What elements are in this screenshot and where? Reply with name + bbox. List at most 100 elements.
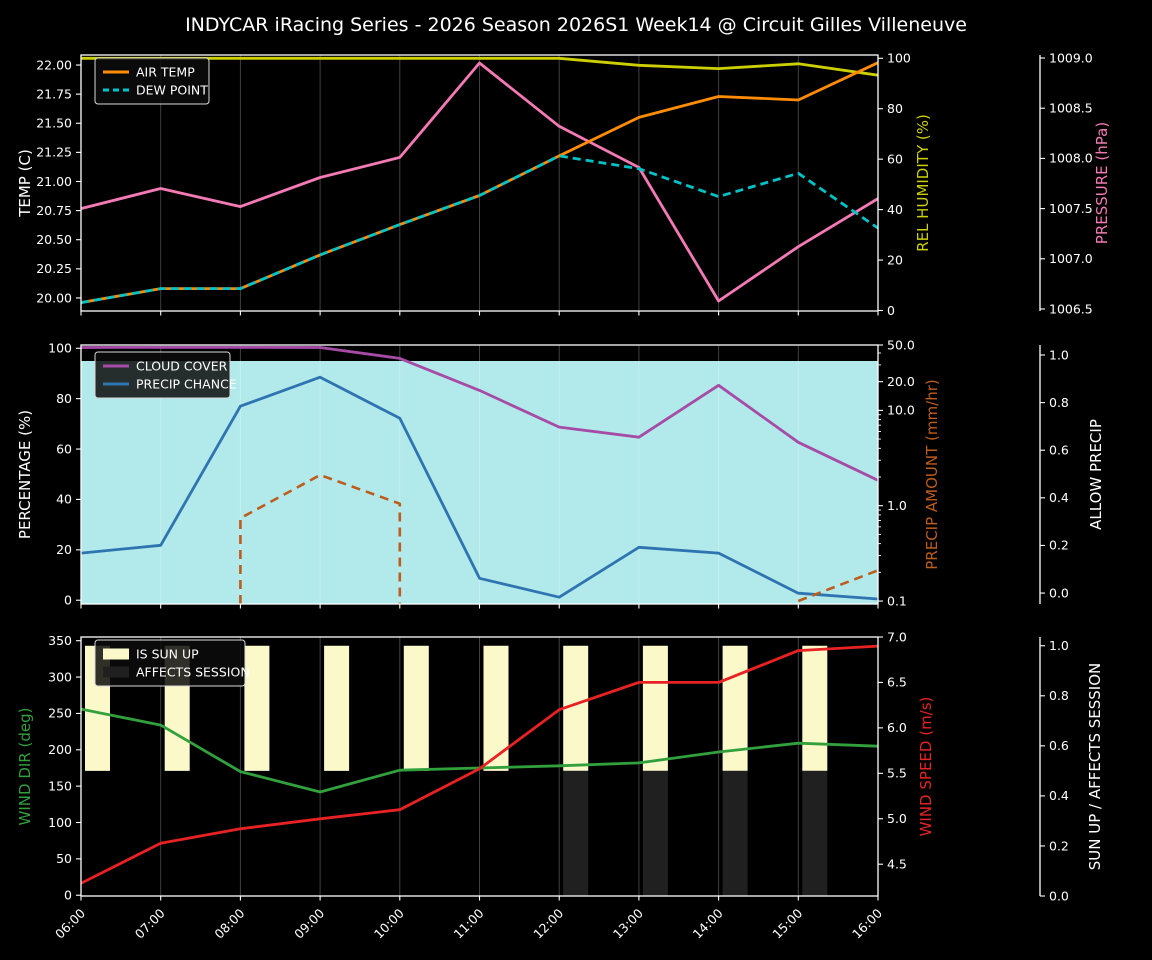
y-tick-label: 20 [887,252,903,267]
y-tick-label: 20.50 [36,232,72,247]
x-tick-label: 10:00 [371,905,407,941]
y-tick-label: 1007.0 [1049,251,1093,266]
y-tick-label: 0.2 [1049,838,1069,853]
y-tick-label: 6.0 [887,720,907,735]
legend-label: AIR TEMP [136,64,195,79]
y-tick-label: 1009.0 [1049,50,1093,65]
legend-label: CLOUD COVER [136,358,228,373]
bar-is-sun-up [483,645,509,771]
series-dew-point [81,154,878,304]
axis-label: REL HUMIDITY (%) [914,114,932,252]
y-tick-label: 5.5 [887,766,907,781]
x-tick-label: 15:00 [769,905,805,941]
x-tick-label: 07:00 [132,905,168,941]
axis-label: ALLOW PRECIP [1087,419,1105,530]
y-tick-label: 20.00 [36,290,72,305]
y-tick-label: 1006.5 [1049,301,1093,316]
y-tick-label: 0.0 [1049,585,1069,600]
y-tick-label: 80 [887,101,903,116]
y-tick-label: 1.0 [887,498,907,513]
legend-label: AFFECTS SESSION [136,664,250,679]
x-axis-labels: 06:00 07:00 08:00 09:00 10:00 11:00 12:00 13:00… [52,905,885,941]
y-tick-label: 1.0 [1049,638,1069,653]
y-tick-label: 1.0 [1049,347,1069,362]
y-tick-label: 1008.0 [1049,151,1093,166]
y-tick-label: 0.8 [1049,688,1069,703]
axis-label: SUN UP / AFFECTS SESSION [1086,663,1104,871]
axis-label: PRESSURE (hPa) [1093,122,1111,244]
y-tick-label: 0.2 [1049,538,1069,553]
y-tick-label: 20.0 [887,374,915,389]
y-tick-label: 100 [887,51,911,66]
legend-label: PRECIP CHANCE [136,376,237,391]
x-tick-label: 08:00 [211,905,247,941]
bar-affects-session [722,770,748,896]
axis-label: PERCENTAGE (%) [16,410,34,539]
y-tick-label: 0.6 [1049,443,1069,458]
chart-wind-sun: 0 50 100 150 200 250 300 350 4.5 5.0 5.5 6.0 6.5 7.0 0… [16,629,1104,903]
axis-label: PRECIP AMOUNT (mm/hr) [923,379,941,569]
x-tick-label: 14:00 [690,905,726,941]
y-tick-label: 60 [56,441,72,456]
y-tick-label: 22.00 [36,57,72,72]
bar-affects-session [642,770,668,896]
axis-label: WIND DIR (deg) [16,708,34,826]
y-tick-label: 10.0 [887,403,915,418]
y-tick-label: 50 [56,851,72,866]
y-tick-label: 250 [48,706,72,721]
legend-swatch [103,666,129,678]
y-tick-label: 4.5 [887,856,907,871]
x-tick-label: 06:00 [52,905,88,941]
y-tick-label: 6.5 [887,675,907,690]
y-tick-label: 200 [48,742,72,757]
y-tick-label: 21.50 [36,116,72,131]
axis-label: WIND SPEED (m/s) [917,697,935,837]
y-tick-label: 0 [887,303,895,318]
y-tick-label: 0.1 [887,593,907,608]
y-tick-label: 60 [887,151,903,166]
y-tick-label: 21.75 [36,86,72,101]
bar-is-sun-up [802,645,828,771]
figure-title: INDYCAR iRacing Series - 2026 Season 202… [185,14,967,36]
allow-precip-fill-area [81,360,878,604]
y-tick-label: 21.25 [36,145,72,160]
y-tick-label: 40 [56,492,72,507]
bar-is-sun-up [642,645,668,771]
legend: CLOUD COVER PRECIP CHANCE [94,351,237,399]
x-tick-label: 11:00 [451,905,487,941]
y-tick-label: 20.75 [36,203,72,218]
legend-swatch [103,648,129,660]
y-tick-label: 50.0 [887,337,915,352]
y-tick-label: 150 [48,778,72,793]
bar-is-sun-up [403,645,429,771]
y-tick-label: 1007.5 [1049,201,1093,216]
y-tick-label: 5.0 [887,811,907,826]
legend-label: IS SUN UP [136,646,199,661]
y-tick-label: 1008.5 [1049,101,1093,116]
series-wind-speed [81,644,878,885]
chart-temperature-humidity-pressure: 20.00 20.25 20.50 20.75 21.00 21.25 21.50 21.75… [16,50,1111,317]
y-tick-label: 0.4 [1049,788,1069,803]
y-tick-label: 0.0 [1049,888,1069,903]
y-tick-label: 100 [48,341,72,356]
y-tick-label: 0.4 [1049,490,1069,505]
bar-is-sun-up [244,645,270,771]
series-cloud-cover [81,345,878,482]
x-tick-label: 09:00 [291,905,327,941]
bar-is-sun-up [324,645,350,771]
y-tick-label: 0 [64,888,72,903]
y-tick-label: 20 [56,542,72,557]
y-tick-label: 21.00 [36,174,72,189]
y-tick-label: 7.0 [887,629,907,644]
y-tick-label: 40 [887,202,903,217]
legend: AIR TEMP DEW POINT [94,57,210,105]
series-pressure [81,61,878,303]
chart-cloud-precip: 0 20 40 60 80 100 0.1 1.0 10.0 20.0 50.0 0.0 0.2 0.4 0… [16,337,1105,609]
y-tick-label: 100 [48,815,72,830]
legend: IS SUN UP AFFECTS SESSION [94,639,250,687]
legend-label: DEW POINT [136,82,208,97]
series-precip-chance [81,375,878,601]
series-rel-humidity [81,56,878,77]
